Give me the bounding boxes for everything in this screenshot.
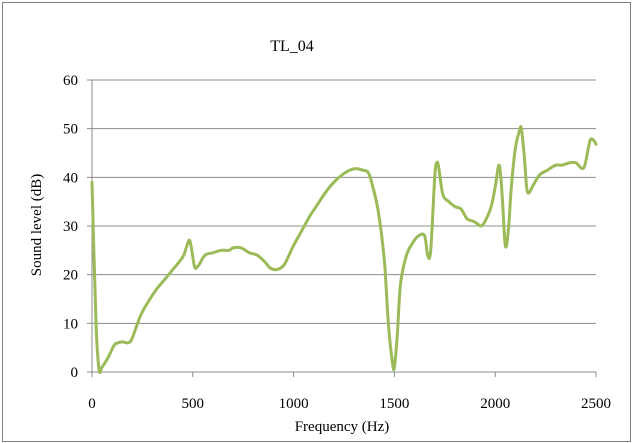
x-tick-label: 1000 — [279, 396, 309, 412]
y-tick-label: 50 — [63, 122, 78, 138]
x-tick-label: 0 — [88, 396, 96, 412]
series-layer — [90, 125, 598, 375]
y-tick-label: 30 — [63, 219, 78, 235]
chart-title: TL_04 — [270, 38, 314, 55]
y-tick-label: 60 — [63, 73, 78, 89]
x-tick-label: 1500 — [379, 396, 409, 412]
gridlines — [92, 79, 596, 324]
x-axis-label: Frequency (Hz) — [295, 419, 390, 435]
y-tick-label: 20 — [63, 268, 78, 284]
x-tick-label: 2000 — [480, 396, 510, 412]
y-axis-label: Sound level (dB) — [29, 174, 45, 277]
x-tick-label: 500 — [182, 396, 205, 412]
y-tick-label: 40 — [63, 170, 78, 186]
x-tick-label: 2500 — [581, 396, 611, 412]
series-line-0 — [90, 125, 598, 375]
y-tick-label: 0 — [71, 365, 79, 381]
axes — [87, 79, 597, 377]
tick-labels: 0 10 20 30 40 50 60 0 500 1000 1500 2000 2500 — [63, 73, 611, 412]
y-tick-label: 10 — [63, 316, 78, 332]
